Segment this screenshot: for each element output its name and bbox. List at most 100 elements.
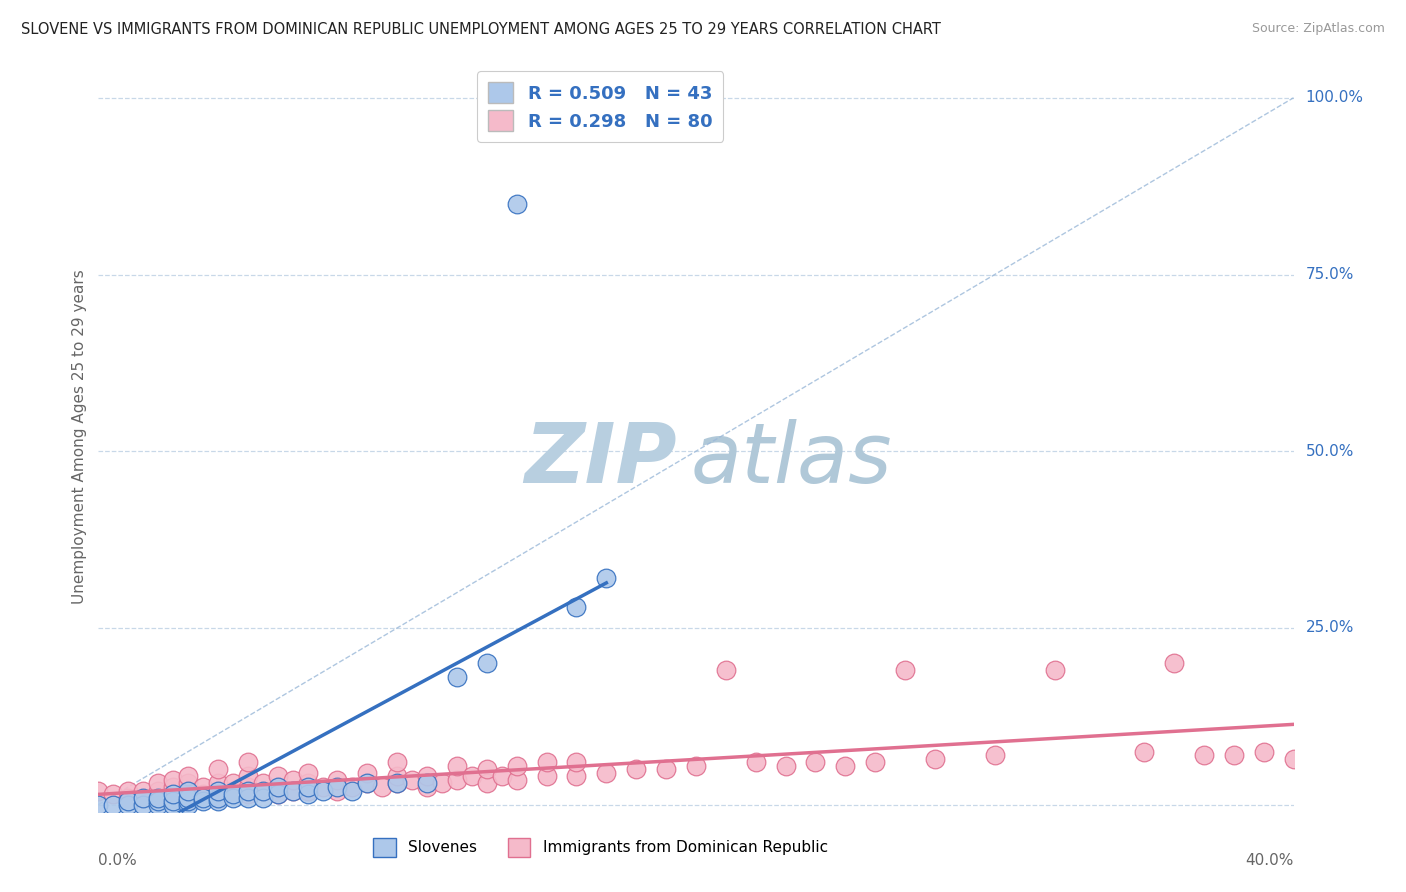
Point: [297, 783, 319, 797]
Point: [267, 769, 290, 783]
Point: [924, 752, 946, 766]
Point: [685, 758, 707, 772]
Point: [207, 790, 229, 805]
Point: [103, 787, 125, 801]
Point: [430, 776, 453, 790]
Point: [1192, 748, 1215, 763]
Text: 0.0%: 0.0%: [98, 853, 138, 868]
Point: [281, 783, 304, 797]
Point: [177, 794, 200, 808]
Point: [1043, 664, 1066, 678]
Point: [342, 780, 364, 794]
Text: 40.0%: 40.0%: [1246, 853, 1294, 868]
Point: [132, 790, 155, 805]
Point: [267, 780, 290, 794]
Point: [595, 571, 617, 585]
Point: [177, 797, 200, 812]
Text: 75.0%: 75.0%: [1306, 267, 1354, 282]
Point: [236, 769, 259, 783]
Point: [267, 780, 290, 794]
Point: [1253, 745, 1275, 759]
Point: [401, 772, 423, 787]
Point: [342, 783, 364, 797]
Point: [655, 762, 678, 776]
Point: [222, 783, 245, 797]
Point: [356, 776, 378, 790]
Point: [148, 776, 170, 790]
Point: [565, 756, 588, 770]
Point: [595, 765, 617, 780]
Point: [416, 776, 439, 790]
Point: [117, 797, 139, 812]
Text: SLOVENE VS IMMIGRANTS FROM DOMINICAN REPUBLIC UNEMPLOYMENT AMONG AGES 25 TO 29 Y: SLOVENE VS IMMIGRANTS FROM DOMINICAN REP…: [21, 22, 941, 37]
Point: [416, 769, 439, 783]
Point: [865, 756, 887, 770]
Point: [506, 772, 529, 787]
Point: [236, 790, 259, 805]
Point: [177, 769, 200, 783]
Point: [297, 765, 319, 780]
Point: [446, 772, 468, 787]
Point: [267, 787, 290, 801]
Point: [222, 776, 245, 790]
Text: atlas: atlas: [690, 419, 893, 500]
Point: [297, 787, 319, 801]
Point: [177, 776, 200, 790]
Point: [536, 756, 558, 770]
Point: [148, 790, 170, 805]
Point: [356, 776, 378, 790]
Point: [103, 797, 125, 812]
Point: [385, 756, 409, 770]
Point: [506, 196, 529, 211]
Point: [177, 790, 200, 805]
Point: [162, 797, 184, 812]
Point: [834, 758, 856, 772]
Point: [162, 794, 184, 808]
Point: [207, 762, 229, 776]
Point: [252, 776, 274, 790]
Point: [148, 790, 170, 805]
Point: [236, 787, 259, 801]
Point: [191, 794, 214, 808]
Point: [191, 790, 214, 805]
Point: [446, 758, 468, 772]
Point: [207, 790, 229, 805]
Point: [162, 780, 184, 794]
Point: [148, 794, 170, 808]
Y-axis label: Unemployment Among Ages 25 to 29 years: Unemployment Among Ages 25 to 29 years: [72, 269, 87, 605]
Point: [536, 769, 558, 783]
Point: [385, 769, 409, 783]
Point: [775, 758, 797, 772]
Point: [1282, 752, 1305, 766]
Point: [804, 756, 827, 770]
Point: [297, 780, 319, 794]
Point: [371, 780, 394, 794]
Point: [475, 657, 498, 671]
Point: [207, 776, 229, 790]
Point: [461, 769, 484, 783]
Point: [626, 762, 648, 776]
Point: [236, 783, 259, 797]
Point: [177, 783, 200, 797]
Point: [132, 790, 155, 805]
Point: [416, 780, 439, 794]
Point: [87, 783, 110, 797]
Point: [117, 783, 139, 797]
Point: [252, 790, 274, 805]
Point: [714, 664, 737, 678]
Point: [162, 787, 184, 801]
Point: [252, 783, 274, 797]
Point: [281, 783, 304, 797]
Point: [162, 787, 184, 801]
Point: [297, 776, 319, 790]
Point: [207, 783, 229, 797]
Point: [222, 790, 245, 805]
Point: [491, 769, 513, 783]
Point: [207, 794, 229, 808]
Text: 25.0%: 25.0%: [1306, 621, 1354, 635]
Text: 50.0%: 50.0%: [1306, 443, 1354, 458]
Point: [1163, 657, 1185, 671]
Point: [506, 758, 529, 772]
Point: [565, 599, 588, 614]
Point: [311, 780, 333, 794]
